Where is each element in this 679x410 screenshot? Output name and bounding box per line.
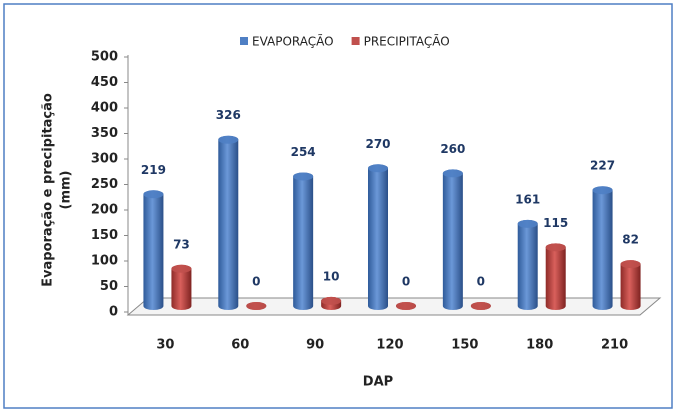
data-label: 260 bbox=[440, 142, 465, 156]
bar-cap bbox=[620, 260, 641, 269]
bar-cap bbox=[442, 169, 463, 178]
bar-cap bbox=[246, 302, 267, 310]
bar bbox=[143, 190, 164, 310]
bar-cap bbox=[321, 296, 342, 305]
bar-cap bbox=[368, 164, 388, 173]
bar bbox=[545, 243, 566, 310]
bar-cap bbox=[470, 302, 491, 310]
data-label: 161 bbox=[515, 192, 540, 206]
data-label: 82 bbox=[622, 233, 639, 247]
bar bbox=[368, 164, 388, 310]
floor bbox=[126, 297, 662, 316]
data-label: 227 bbox=[590, 159, 615, 173]
bar bbox=[171, 264, 192, 310]
x-tick-label: 30 bbox=[156, 338, 174, 353]
bar bbox=[592, 186, 613, 310]
y-axis-label: (mm) bbox=[59, 171, 74, 210]
y-tick-label: 450 bbox=[91, 75, 118, 90]
data-label: 73 bbox=[173, 237, 190, 251]
bar-cap bbox=[171, 264, 192, 273]
x-tick-label: 210 bbox=[601, 338, 628, 353]
y-tick-label: 200 bbox=[91, 203, 118, 218]
data-label: 10 bbox=[323, 269, 340, 283]
data-label: 0 bbox=[252, 275, 260, 289]
y-tick-label: 350 bbox=[91, 126, 118, 141]
x-tick-label: 180 bbox=[526, 338, 553, 353]
y-tick-label: 300 bbox=[91, 152, 118, 167]
legend-swatch bbox=[351, 37, 360, 45]
x-tick-label: 150 bbox=[451, 338, 478, 353]
y-tick-label: 50 bbox=[100, 279, 118, 294]
y-tick-label: 0 bbox=[109, 305, 118, 320]
bar-cap bbox=[592, 186, 613, 195]
data-label: 219 bbox=[141, 163, 166, 177]
legend-label: EVAPORAÇÃO bbox=[252, 34, 334, 49]
bar bbox=[293, 172, 314, 310]
frame bbox=[3, 3, 673, 409]
bar bbox=[620, 260, 641, 310]
data-label: 0 bbox=[477, 275, 485, 289]
bar bbox=[442, 169, 463, 310]
bar-cap bbox=[396, 302, 416, 310]
x-tick-label: 90 bbox=[306, 338, 324, 353]
x-tick-label: 120 bbox=[376, 338, 403, 353]
bar-cap bbox=[293, 172, 314, 181]
x-tick-label: 60 bbox=[231, 338, 249, 353]
y-tick-label: 100 bbox=[91, 254, 118, 269]
data-label: 326 bbox=[216, 108, 241, 122]
y-tick-label: 250 bbox=[91, 177, 118, 192]
data-label: 115 bbox=[543, 216, 568, 230]
legend-swatch bbox=[240, 37, 248, 45]
bar-cap bbox=[517, 219, 538, 228]
bar bbox=[517, 219, 538, 310]
x-axis-label: DAP bbox=[363, 375, 393, 390]
bar bbox=[218, 135, 239, 310]
bar-cap bbox=[218, 135, 239, 144]
y-axis-label: Evaporação e precipitação bbox=[41, 93, 56, 287]
data-label: 270 bbox=[365, 137, 390, 151]
legend-label: PRECIPITAÇÃO bbox=[364, 34, 450, 49]
data-label: 0 bbox=[402, 275, 410, 289]
data-label: 254 bbox=[291, 145, 316, 159]
y-tick-label: 400 bbox=[91, 101, 118, 116]
y-tick-label: 150 bbox=[91, 228, 118, 243]
bar-cap bbox=[143, 190, 164, 199]
bar-cap bbox=[545, 243, 566, 252]
y-tick-label: 500 bbox=[91, 50, 118, 65]
